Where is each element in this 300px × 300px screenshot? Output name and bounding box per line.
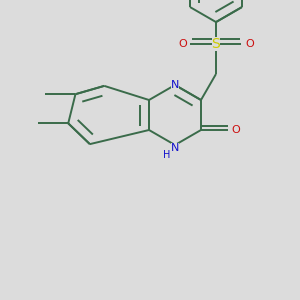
Text: N: N — [171, 143, 179, 153]
Text: O: O — [245, 39, 254, 49]
Text: H: H — [163, 150, 171, 160]
Text: N: N — [171, 80, 179, 90]
Text: S: S — [212, 37, 220, 51]
Text: O: O — [232, 125, 240, 135]
Text: O: O — [178, 39, 187, 49]
